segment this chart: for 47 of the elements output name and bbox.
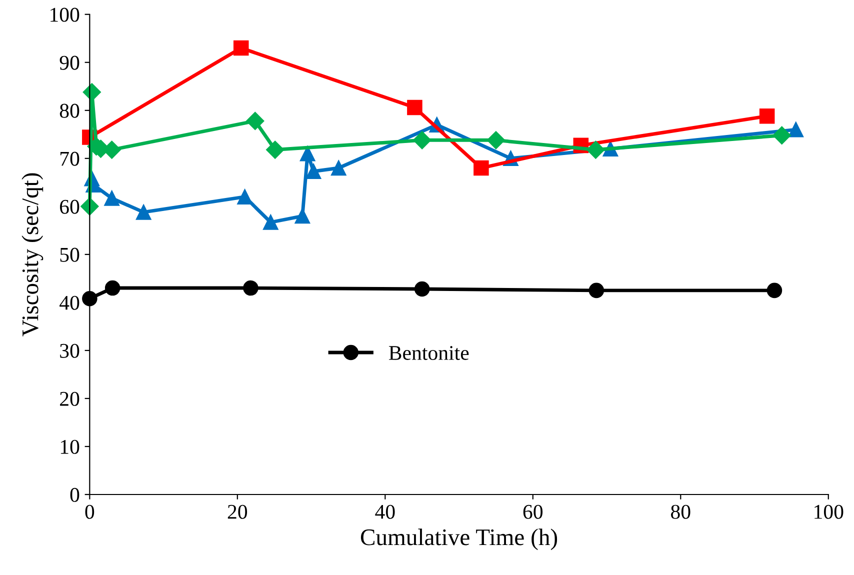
y-tick-label: 40 [60, 296, 80, 310]
y-axis-title: Viscosity (sec/qt) [22, 173, 44, 336]
x-tick-label: 40 [375, 504, 395, 519]
x-tick-label: 60 [523, 504, 543, 519]
x-tick-label: 20 [228, 504, 248, 519]
point [588, 282, 604, 298]
point [136, 204, 152, 220]
point [243, 280, 258, 296]
point [474, 160, 489, 176]
point [486, 131, 506, 150]
y-tick-label: 0 [70, 488, 80, 502]
point [82, 290, 98, 306]
legend-label: Bentonite [388, 346, 469, 360]
y-tick-label: 60 [60, 200, 80, 214]
point [82, 83, 101, 102]
point [413, 131, 432, 150]
point [237, 189, 252, 204]
point [233, 40, 249, 56]
x-axis-title: Cumulative Time (h) [360, 528, 558, 550]
point [104, 190, 120, 206]
y-tick-label: 100 [50, 8, 80, 22]
point [414, 281, 430, 297]
point [263, 214, 278, 230]
y-tick-label: 70 [60, 152, 80, 166]
point [294, 208, 310, 224]
y-tick-label: 50 [60, 248, 80, 262]
point [586, 140, 605, 159]
y-tick-label: 10 [60, 440, 80, 454]
point [766, 282, 782, 298]
point [772, 126, 791, 144]
point [759, 108, 775, 124]
point [300, 146, 316, 162]
point [80, 197, 99, 216]
y-tick-label: 90 [60, 56, 80, 70]
point [788, 122, 804, 138]
y-tick-label: 20 [60, 392, 80, 406]
point [330, 160, 346, 176]
y-tick-label: 30 [60, 344, 80, 358]
y-tick-label: 80 [60, 104, 80, 118]
point [266, 140, 284, 159]
x-tick-label: 0 [85, 504, 94, 519]
x-tick-label: 100 [814, 504, 844, 519]
point [246, 112, 264, 130]
point [104, 280, 120, 296]
point [306, 164, 322, 180]
x-tick-label: 80 [671, 504, 690, 519]
point [407, 100, 422, 116]
